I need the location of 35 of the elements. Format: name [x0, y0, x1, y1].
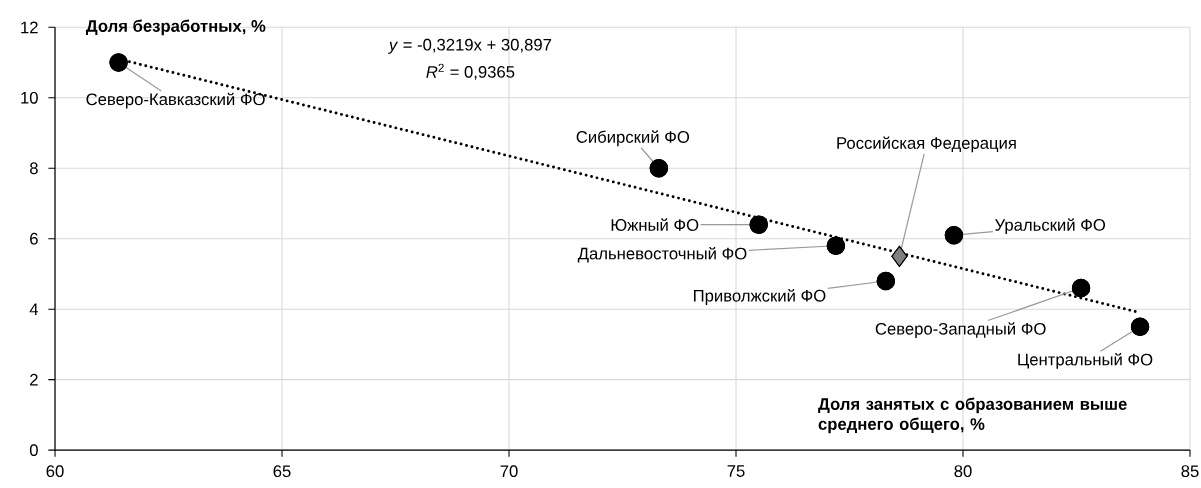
x-tick-label: 85	[1181, 465, 1199, 478]
point	[876, 271, 896, 291]
y-tick-label: 0	[29, 444, 38, 456]
y-tick-label: 6	[30, 232, 38, 245]
text: Приволжский ФО	[694, 289, 826, 305]
y-tick-label: 10	[21, 91, 38, 104]
x-axis-title: Доля занятых с образованием выше среднего общего, %	[818, 397, 1127, 434]
text: Северо-Западный ФО	[875, 322, 1046, 338]
point	[649, 158, 669, 178]
y-tick-label: 12	[21, 21, 38, 34]
y-tick-label: 8	[29, 162, 38, 175]
point	[109, 53, 128, 72]
x-tick-label: 75	[727, 465, 745, 477]
point	[891, 245, 908, 267]
x-tick-label: 60	[46, 465, 64, 478]
point	[944, 225, 964, 245]
y-tick-label: 4	[29, 303, 39, 315]
y-axis-title: Доля безработных, %	[85, 19, 266, 36]
annotation: R$^{2}$ = 0,9365	[426, 63, 515, 80]
series-label: Центральный ФО	[1018, 352, 1153, 369]
text: Южный ФО	[611, 218, 699, 231]
y-tick-label: 2	[30, 373, 38, 386]
point	[1071, 278, 1091, 298]
point	[826, 236, 846, 255]
x-tick-label: 80	[954, 465, 972, 478]
series-label: Сибирский ФО	[576, 130, 690, 147]
text: Дальневосточный ФО	[577, 246, 747, 263]
point	[1130, 317, 1150, 336]
x-tick-label: 65	[273, 465, 291, 478]
text: Северо-Кавказский ФО	[86, 92, 265, 109]
annotation: y = -0,3219x + 30,897	[387, 38, 552, 54]
x-tick-label: 70	[500, 465, 518, 478]
text: Российская Федерация	[837, 136, 1016, 153]
point	[749, 215, 768, 234]
series-label: Уральский ФО	[994, 218, 1106, 235]
